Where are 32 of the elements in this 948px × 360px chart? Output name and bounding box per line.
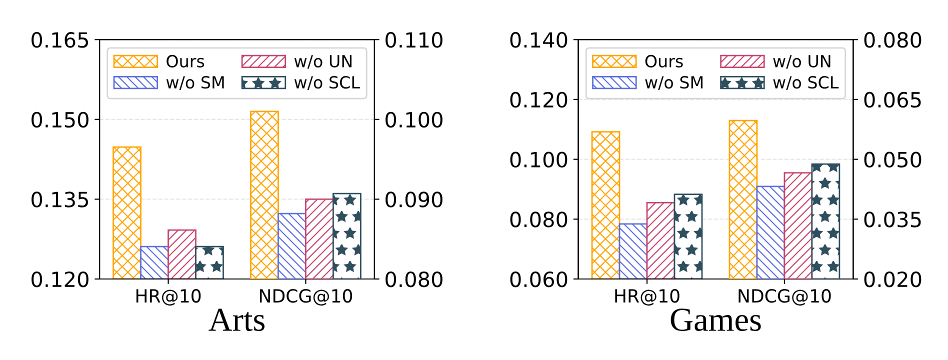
x-axis-title: Games: [670, 308, 761, 332]
y-tick-label: 0.165: [32, 32, 88, 48]
y2-tick-label: 0.035: [864, 212, 921, 228]
x-tick-label: NDCG@10: [260, 289, 352, 306]
x-tick-label: HR@10: [615, 289, 680, 306]
y2-tick-label: 0.090: [386, 192, 442, 208]
legend-label: w/o SCL: [294, 76, 360, 90]
legend-label: w/o SCL: [773, 76, 839, 90]
y2-tick-label: 0.065: [864, 92, 921, 108]
y2-tick-label: 0.080: [864, 32, 922, 48]
y-tick-label: 0.060: [510, 271, 568, 288]
y-tick-label: 0.120: [32, 271, 88, 288]
y2-tick-label: 0.020: [864, 271, 922, 288]
y-tick-label: 0.150: [32, 112, 88, 128]
legend-label: w/o UN: [773, 55, 830, 69]
x-tick-label: NDCG@10: [738, 289, 831, 306]
y2-tick-label: 0.110: [386, 32, 442, 48]
y2-tick-label: 0.050: [864, 152, 922, 168]
x-axis-title: Arts: [208, 308, 264, 332]
y2-tick-label: 0.080: [386, 271, 442, 288]
legend-label: w/o SM: [645, 76, 703, 90]
y-tick-label: 0.140: [510, 32, 568, 48]
legend-label: w/o UN: [294, 55, 352, 69]
y-tick-label: 0.120: [510, 92, 568, 108]
legend-label: Ours: [166, 54, 204, 68]
y-tick-label: 0.100: [510, 152, 568, 168]
x-tick-label: HR@10: [136, 289, 201, 306]
legend-label: Ours: [645, 54, 683, 68]
y-tick-label: 0.080: [510, 212, 568, 228]
legend-label: w/o SM: [166, 76, 224, 90]
y-tick-label: 0.135: [32, 192, 88, 208]
y2-tick-label: 0.100: [386, 112, 442, 128]
